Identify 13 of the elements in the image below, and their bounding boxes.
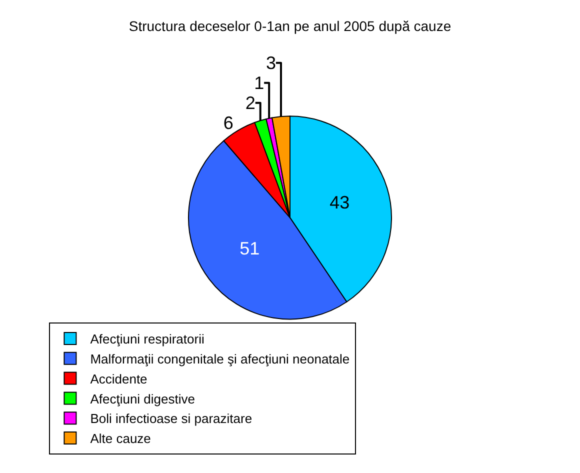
legend-label: Alte cauze (90, 431, 151, 446)
legend-label: Boli infectioase si parazitare (90, 411, 252, 426)
legend-label: Malformaţii congenitale şi afecţiuni neonatale (90, 351, 350, 366)
legend-label: Afecţiuni respiratorii (90, 332, 204, 347)
chart-title: Structura deceselor 0-1an pe anul 2005 după cauze (128, 18, 452, 34)
legend-label: Afecţiuni digestive (90, 391, 195, 406)
data-label: 43 (330, 192, 350, 213)
data-label: 6 (223, 112, 234, 133)
data-label: 51 (240, 238, 260, 258)
data-label: 2 (245, 92, 256, 113)
legend-label: Accidente (90, 371, 148, 386)
data-label: 1 (254, 72, 264, 93)
data-label: 3 (266, 52, 276, 73)
